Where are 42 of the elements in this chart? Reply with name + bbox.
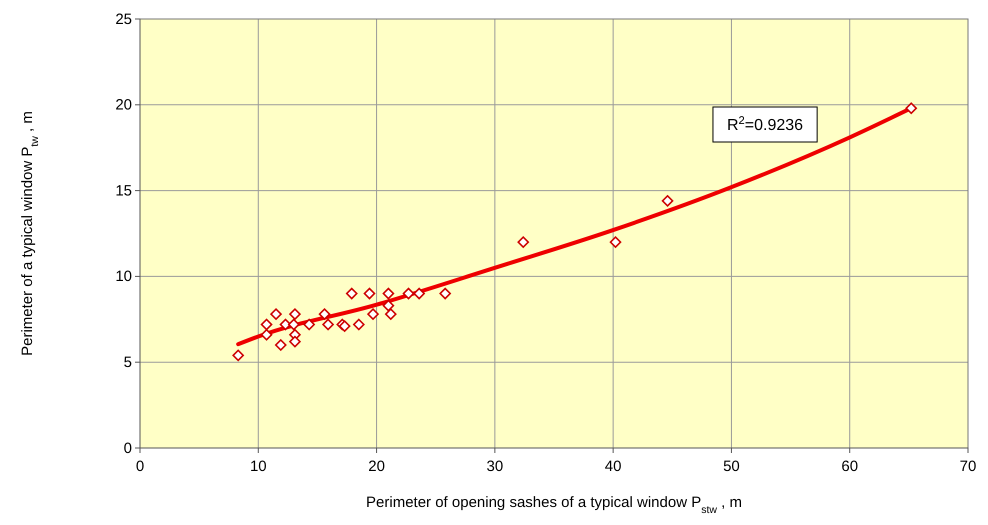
point — [322, 318, 334, 330]
y-tick-label: 10 — [115, 268, 132, 286]
x-axis-title: Perimeter of opening sashes of a typical window P$_{stw}$ , m — [366, 494, 742, 516]
point — [260, 328, 272, 341]
point — [662, 195, 674, 207]
point — [402, 288, 414, 300]
x-tick-label: 30 — [486, 458, 504, 475]
point — [382, 300, 394, 312]
point — [288, 318, 300, 330]
y-tick-label: 25 — [115, 10, 132, 28]
point — [318, 308, 330, 320]
x-tick-label: 10 — [250, 458, 267, 475]
point — [382, 288, 394, 300]
x-tick-label: 0 — [136, 458, 144, 475]
point — [289, 308, 301, 320]
x-tick-label: 50 — [723, 458, 740, 475]
point — [610, 236, 622, 248]
point — [439, 288, 451, 300]
y-tick-label: 20 — [115, 96, 132, 114]
point — [367, 308, 379, 320]
point — [289, 336, 301, 348]
point — [303, 318, 315, 330]
y-tick-label: 0 — [124, 440, 132, 457]
point — [353, 318, 365, 330]
point — [232, 350, 244, 362]
point — [384, 308, 397, 320]
x-tick-label: 60 — [841, 458, 858, 475]
point — [346, 288, 358, 300]
point — [364, 288, 376, 300]
y-tick-label: 5 — [124, 354, 132, 371]
point — [274, 339, 287, 351]
annotation: R$^{2}$=0.9236 — [726, 115, 804, 134]
x-tick-label: 70 — [960, 458, 976, 475]
point — [338, 320, 350, 332]
point — [517, 236, 530, 248]
point — [270, 308, 282, 320]
x-tick-label: 20 — [368, 458, 385, 475]
y-tick-label: 15 — [115, 182, 132, 200]
point — [905, 102, 918, 114]
point — [260, 318, 272, 330]
x-tick-label: 40 — [604, 458, 622, 475]
point — [413, 288, 425, 300]
